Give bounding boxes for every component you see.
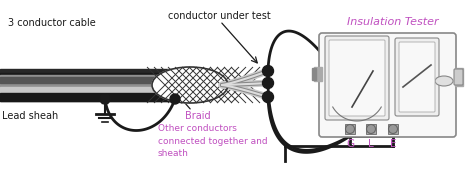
Text: Insulation Tester: Insulation Tester xyxy=(347,17,439,27)
Bar xyxy=(0,73,175,83)
Text: G: G xyxy=(346,139,354,149)
Bar xyxy=(388,124,398,134)
Circle shape xyxy=(170,94,180,104)
FancyBboxPatch shape xyxy=(399,42,435,112)
Bar xyxy=(314,67,322,81)
FancyBboxPatch shape xyxy=(329,40,385,116)
Bar xyxy=(345,124,355,134)
Bar xyxy=(312,68,316,80)
Text: Braid: Braid xyxy=(185,111,210,121)
FancyBboxPatch shape xyxy=(319,33,456,137)
Text: L: L xyxy=(368,139,374,149)
Text: conductor under test: conductor under test xyxy=(168,11,271,21)
Circle shape xyxy=(346,124,355,134)
Circle shape xyxy=(263,77,273,89)
Circle shape xyxy=(389,124,398,134)
Text: E: E xyxy=(390,139,396,149)
Bar xyxy=(455,68,463,86)
Text: 3 conductor cable: 3 conductor cable xyxy=(8,18,96,28)
Bar xyxy=(0,77,175,83)
Text: Other conductors
connected together and
sheath: Other conductors connected together and … xyxy=(158,124,268,158)
Circle shape xyxy=(263,91,273,102)
Bar xyxy=(0,93,175,101)
Bar xyxy=(366,124,376,134)
Bar xyxy=(0,75,175,87)
Ellipse shape xyxy=(435,76,453,86)
Circle shape xyxy=(100,94,110,104)
FancyBboxPatch shape xyxy=(454,69,463,85)
Text: Lead sheah: Lead sheah xyxy=(2,111,58,121)
Bar xyxy=(0,69,175,101)
FancyBboxPatch shape xyxy=(325,36,389,120)
Circle shape xyxy=(366,124,375,134)
Bar xyxy=(0,87,175,93)
Ellipse shape xyxy=(152,67,228,103)
Circle shape xyxy=(263,65,273,76)
FancyBboxPatch shape xyxy=(395,38,439,116)
